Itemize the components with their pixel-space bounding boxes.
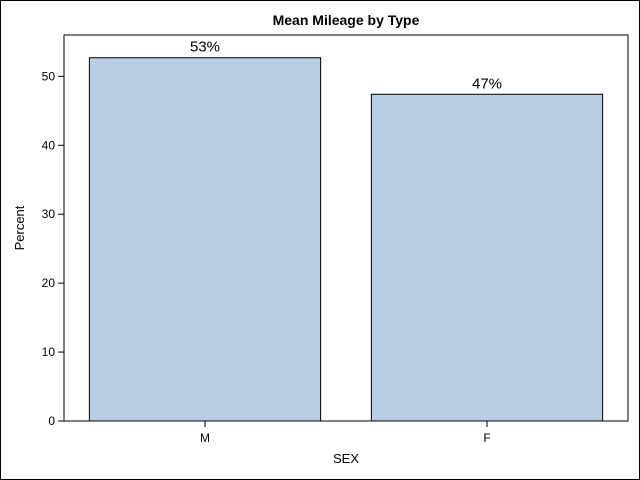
y-axis: 0 10 20 30 40 50: [42, 69, 64, 428]
y-tick-label: 20: [42, 276, 56, 290]
y-tick-label: 50: [42, 69, 56, 83]
bar-M: [88, 57, 322, 422]
y-tick-label: 0: [48, 414, 55, 428]
chart-title: Mean Mileage by Type: [273, 12, 420, 28]
x-tick-label: F: [483, 431, 490, 445]
y-axis-label: Percent: [12, 205, 27, 250]
data-label: 47%: [472, 75, 502, 92]
y-tick-label: 40: [42, 138, 56, 152]
bar-F: [370, 93, 604, 422]
x-tick-label: M: [200, 431, 210, 445]
bars-group: 53% 47%: [88, 39, 604, 422]
y-tick-label: 30: [42, 207, 56, 221]
x-axis-label: SEX: [333, 451, 359, 466]
data-label: 53%: [190, 39, 220, 56]
y-tick-label: 10: [42, 345, 56, 359]
